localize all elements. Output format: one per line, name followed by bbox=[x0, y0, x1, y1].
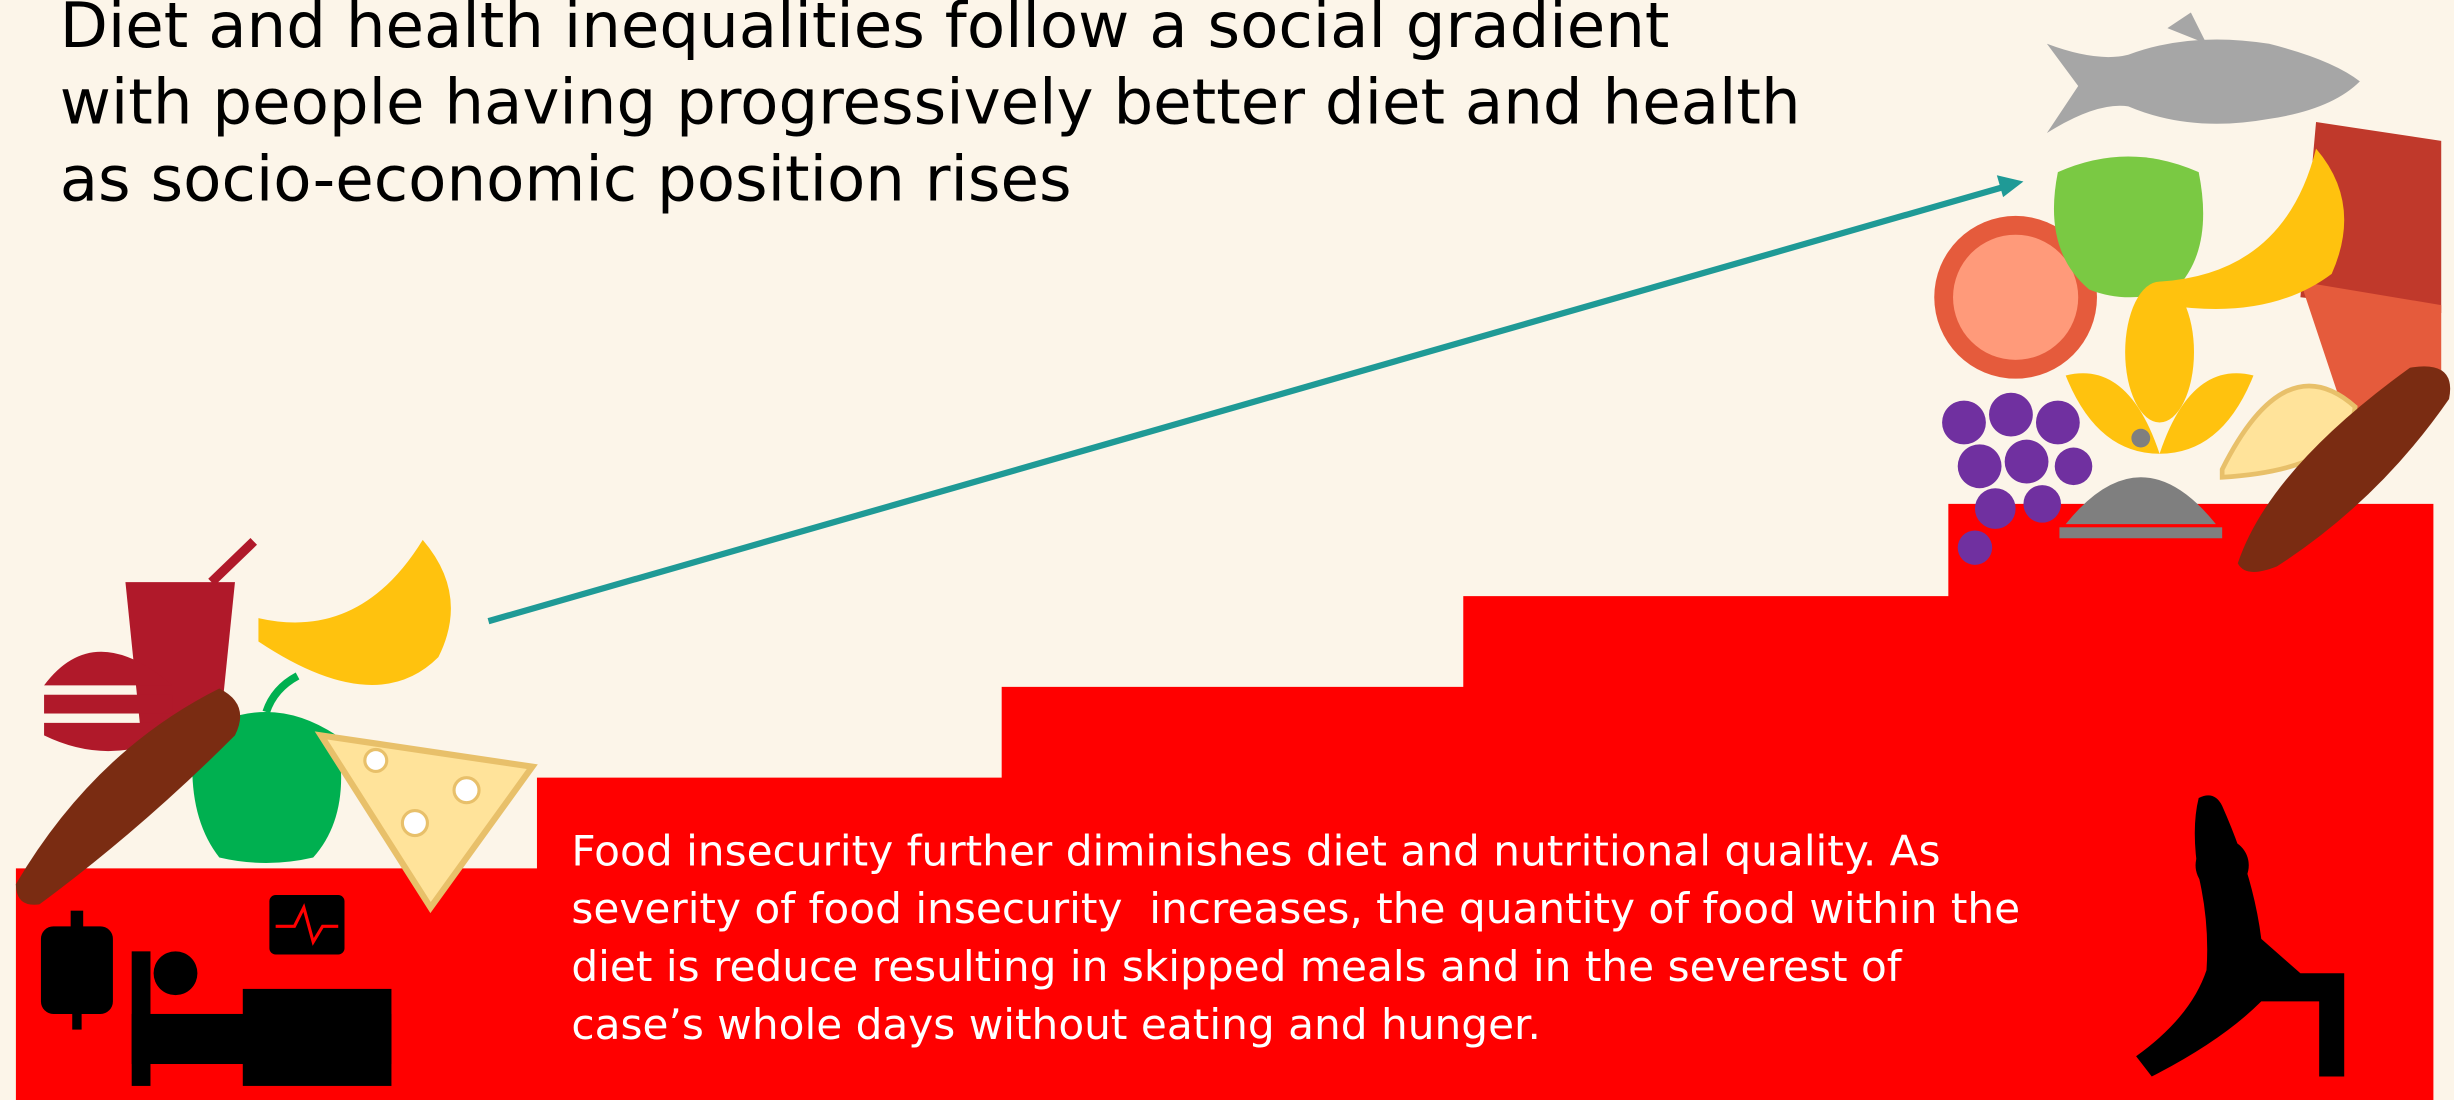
title-line: as socio-economic position rises bbox=[60, 142, 1072, 215]
body-line: Food insecurity further diminishes diet … bbox=[571, 826, 1940, 875]
title-line: Diet and health inequalities follow a so… bbox=[60, 0, 1670, 62]
body-line: diet is reduce resulting in skipped meal… bbox=[571, 942, 1902, 991]
body-line: severity of food insecurity increases, t… bbox=[571, 884, 2020, 933]
page: Diet and health inequalities follow a so… bbox=[0, 0, 2454, 1100]
title-line: with people having progressively better … bbox=[60, 66, 1801, 139]
infographic: Diet and health inequalities follow a so… bbox=[0, 0, 2454, 1100]
body-line: case’s whole days without eating and hun… bbox=[571, 1000, 1541, 1049]
